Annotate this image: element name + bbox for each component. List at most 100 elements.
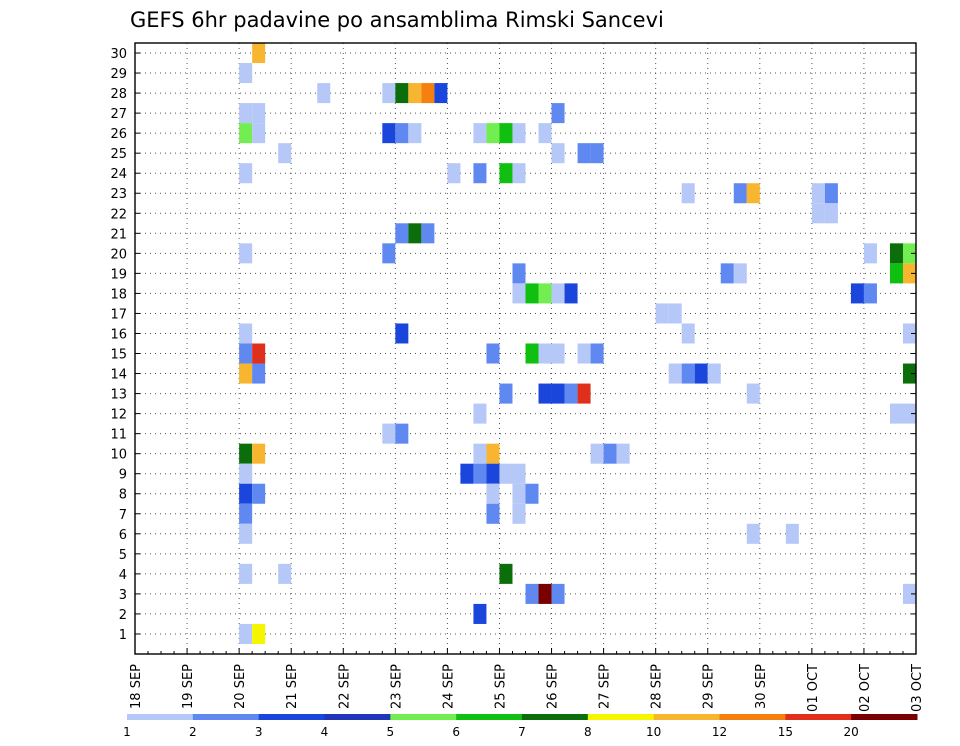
heatmap-cell: [538, 123, 552, 144]
heatmap-cell: [538, 343, 552, 364]
x-tick-label: 24 SEP: [441, 664, 456, 709]
heatmap-cell: [525, 483, 539, 504]
y-tick-label: 22: [110, 207, 127, 222]
y-tick-label: 9: [119, 468, 127, 483]
heatmap-cell: [746, 523, 760, 544]
x-tick-label: 21 SEP: [285, 664, 300, 709]
x-tick-label: 01 OCT: [806, 664, 821, 712]
legend-label: 15: [778, 725, 793, 739]
heatmap-cell: [252, 343, 266, 364]
heatmap-cell: [824, 183, 838, 204]
heatmap-cell: [239, 463, 253, 484]
y-tick-label: 28: [110, 87, 127, 102]
legend-swatch: [851, 714, 918, 720]
heatmap-cell: [746, 183, 760, 204]
heatmap-cell: [590, 343, 604, 364]
heatmap-cell: [239, 483, 253, 504]
heatmap-cell: [252, 43, 266, 64]
heatmap-cell: [460, 463, 474, 484]
x-tick-label: 30 SEP: [754, 664, 769, 709]
legend-swatch: [192, 714, 260, 720]
heatmap-cell: [616, 443, 630, 464]
heatmap-cell: [577, 143, 591, 164]
heatmap-cell: [512, 163, 526, 184]
y-tick-label: 21: [110, 227, 127, 242]
heatmap-cell: [239, 523, 253, 544]
heatmap-cell: [434, 83, 448, 104]
heatmap-cell: [421, 83, 435, 104]
heatmap-cell: [395, 123, 409, 144]
heatmap-cell: [382, 83, 396, 104]
legend-label: 20: [844, 725, 859, 739]
heatmap-cell: [252, 363, 266, 384]
heatmap-cell: [239, 563, 253, 584]
heatmap-cell: [902, 583, 916, 604]
heatmap-cell: [564, 383, 578, 404]
x-tick-label: 19 SEP: [181, 664, 196, 709]
legend-swatch: [127, 714, 194, 720]
heatmap-cell: [733, 263, 747, 284]
heatmap-cell: [499, 563, 513, 584]
heatmap-cell: [239, 363, 253, 384]
legend-label: 7: [518, 725, 526, 739]
heatmap-cell: [486, 503, 500, 524]
heatmap-cell: [863, 283, 877, 304]
heatmap-cell: [512, 123, 526, 144]
heatmap-cell: [512, 503, 526, 524]
y-tick-label: 1: [119, 628, 127, 643]
heatmap-cell: [811, 203, 825, 224]
legend-swatch: [258, 714, 325, 720]
cells: [239, 43, 916, 644]
x-tick-label: 28 SEP: [650, 664, 665, 709]
legend-swatch: [324, 714, 391, 720]
y-tick-label: 26: [110, 127, 127, 142]
y-tick-label: 27: [110, 107, 127, 122]
heatmap-cell: [239, 123, 253, 144]
x-tick-label: 25 SEP: [493, 664, 508, 709]
heatmap-cell: [473, 463, 487, 484]
heatmap-cell: [889, 243, 903, 264]
y-tick-label: 8: [119, 488, 127, 503]
y-tick-label: 2: [119, 608, 127, 623]
legend-label: 8: [584, 725, 592, 739]
heatmap-cell: [512, 463, 526, 484]
heatmap-cell: [551, 143, 565, 164]
heatmap-cell: [655, 303, 669, 324]
legend-label: 4: [321, 725, 329, 739]
heatmap-cell: [551, 343, 565, 364]
heatmap-cell: [681, 363, 695, 384]
heatmap-cell: [525, 283, 539, 304]
heatmap-cell: [421, 223, 435, 244]
heatmap-cell: [707, 363, 721, 384]
heatmap-cell: [486, 343, 500, 364]
legend-swatch: [456, 714, 523, 720]
heatmap-cell: [902, 363, 916, 384]
y-tick-label: 6: [119, 528, 127, 543]
legend-swatch: [522, 714, 589, 720]
heatmap-cell: [473, 123, 487, 144]
heatmap-cell: [525, 343, 539, 364]
heatmap-cell: [733, 183, 747, 204]
x-tick-label: 29 SEP: [702, 664, 717, 709]
heatmap-cell: [512, 483, 526, 504]
heatmap-cell: [681, 183, 695, 204]
heatmap-cell: [395, 223, 409, 244]
heatmap-cell: [538, 583, 552, 604]
heatmap-cell: [252, 623, 266, 644]
x-tick-label: 02 OCT: [858, 664, 873, 712]
legend-swatch: [587, 714, 655, 720]
y-tick-label: 23: [110, 187, 127, 202]
legend-label: 5: [387, 725, 395, 739]
heatmap-cell: [889, 403, 903, 424]
heatmap-cell: [538, 283, 552, 304]
y-tick-label: 10: [110, 448, 127, 463]
heatmap-cell: [590, 143, 604, 164]
x-tick-label: 18 SEP: [129, 664, 144, 709]
axes: 1234567891011121314151617181920212223242…: [110, 42, 925, 712]
heatmap-cell: [486, 443, 500, 464]
heatmap-cell: [252, 483, 266, 504]
heatmap-cell: [278, 563, 292, 584]
y-tick-label: 18: [110, 287, 127, 302]
